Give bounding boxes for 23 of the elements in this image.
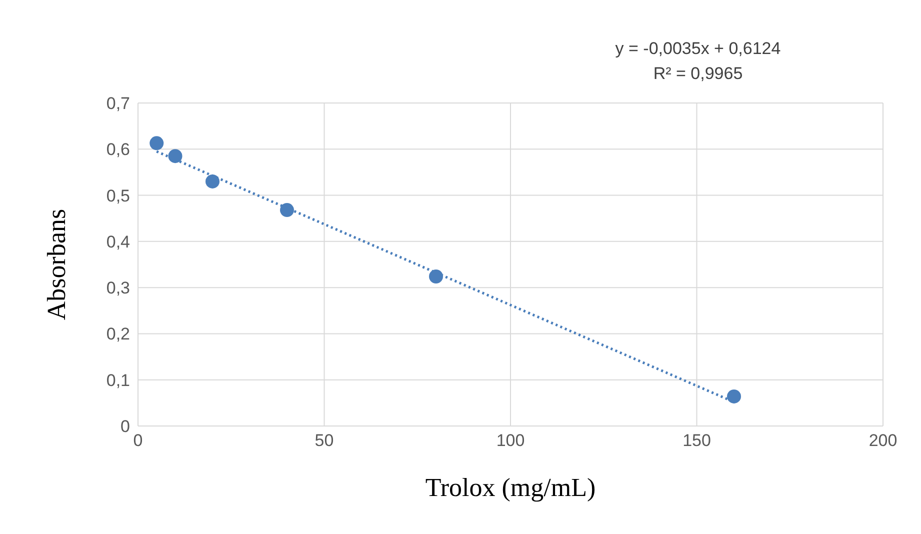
x-tick-label: 100 xyxy=(496,431,525,450)
point xyxy=(429,269,443,284)
x-tick-label: 0 xyxy=(133,431,143,450)
y-tick-label: 0,3 xyxy=(106,278,130,298)
x-tick-label: 50 xyxy=(314,431,334,450)
x-axis-title: Trolox (mg/mL) xyxy=(425,473,596,502)
point xyxy=(168,149,182,164)
y-tick-label: 0,5 xyxy=(106,186,130,206)
text: R² = 0,9965 xyxy=(652,63,744,85)
y-tick-label: 0 xyxy=(120,417,130,436)
y-tick-label: 0,2 xyxy=(106,324,130,344)
y-tick-label: 0,4 xyxy=(106,232,130,252)
y-tick-label: 0,7 xyxy=(106,94,130,114)
x-tick-label: 150 xyxy=(682,431,711,450)
y-tick-label: 0,6 xyxy=(106,140,130,160)
point xyxy=(206,174,220,188)
y-tick-label: 0,1 xyxy=(106,370,130,390)
y-axis-title: Absorbans xyxy=(42,208,72,320)
point xyxy=(280,203,294,218)
point xyxy=(727,389,741,404)
point xyxy=(150,136,164,150)
text: y = -0,0035x + 0,6124 xyxy=(614,38,782,60)
x-tick-label: 200 xyxy=(868,431,898,450)
